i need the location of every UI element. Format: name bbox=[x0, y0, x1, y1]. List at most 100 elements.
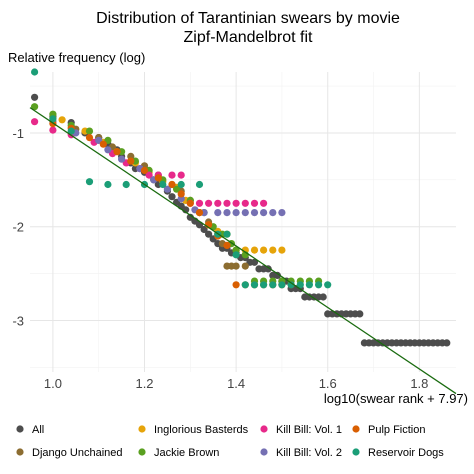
data-point bbox=[250, 209, 259, 217]
series-all bbox=[30, 93, 451, 347]
legend-swatch bbox=[352, 448, 360, 456]
legend-item-django-unchained: Django Unchained bbox=[16, 447, 123, 459]
data-point bbox=[205, 199, 213, 207]
legend-label: Django Unchained bbox=[32, 447, 123, 459]
data-point bbox=[177, 171, 185, 179]
data-point bbox=[145, 171, 153, 179]
data-point bbox=[168, 171, 176, 179]
legend-item-reservoir-dogs: Reservoir Dogs bbox=[352, 447, 444, 459]
data-point bbox=[260, 209, 268, 217]
data-point bbox=[30, 93, 39, 101]
data-point bbox=[250, 199, 259, 207]
legend-item-pulp-fiction: Pulp Fiction bbox=[352, 424, 425, 436]
data-point bbox=[159, 180, 167, 189]
zipf-mandelbrot-fit-line bbox=[29, 107, 457, 395]
y-tick-label: -2 bbox=[12, 220, 24, 235]
data-point bbox=[113, 148, 121, 156]
data-point bbox=[269, 209, 277, 217]
chart-title: Distribution of Tarantinian swears by mo… bbox=[96, 10, 400, 27]
x-tick-label: 1.6 bbox=[319, 376, 337, 391]
data-point bbox=[260, 246, 268, 254]
legend-swatch bbox=[260, 425, 268, 433]
data-point bbox=[154, 174, 162, 182]
data-point bbox=[241, 262, 249, 270]
data-point bbox=[49, 115, 57, 123]
y-axis-label: Relative frequency (log) bbox=[8, 50, 145, 65]
data-point bbox=[278, 246, 286, 254]
data-point bbox=[58, 116, 66, 124]
data-point bbox=[278, 209, 286, 217]
data-point bbox=[168, 180, 176, 189]
legend-label: Jackie Brown bbox=[154, 447, 219, 459]
legend-swatch bbox=[16, 425, 24, 433]
data-point bbox=[296, 281, 304, 289]
data-point bbox=[30, 68, 39, 76]
chart-subtitle: Zipf-Mandelbrot fit bbox=[184, 29, 313, 46]
data-point bbox=[85, 134, 94, 142]
data-point bbox=[168, 193, 176, 201]
data-point bbox=[205, 230, 213, 238]
data-point bbox=[127, 157, 135, 165]
data-point bbox=[30, 118, 39, 126]
legend-swatch bbox=[16, 448, 24, 456]
legend-label: All bbox=[32, 424, 44, 436]
y-tick-label: -3 bbox=[12, 313, 24, 328]
data-point bbox=[250, 258, 259, 266]
data-point bbox=[324, 281, 332, 289]
legend-item-all: All bbox=[16, 424, 44, 436]
x-tick-label: 1.0 bbox=[44, 376, 62, 391]
tick-labels: 1.0 1.2 1.4 1.6 1.8 -1 -2 -3 bbox=[12, 126, 428, 391]
data-point bbox=[241, 199, 249, 207]
data-point bbox=[195, 180, 204, 189]
legend-label: Kill Bill: Vol. 1 bbox=[276, 424, 342, 436]
data-point bbox=[260, 199, 268, 207]
legend: All Django Unchained Inglorious Basterds Ja… bbox=[16, 424, 444, 459]
data-point bbox=[315, 281, 323, 289]
data-point bbox=[104, 180, 112, 189]
data-point bbox=[85, 178, 94, 186]
legend-label: Kill Bill: Vol. 2 bbox=[276, 447, 342, 459]
data-point bbox=[195, 209, 204, 217]
legend-swatch bbox=[138, 425, 146, 433]
data-point bbox=[305, 281, 313, 289]
points-layer bbox=[30, 68, 451, 347]
data-point bbox=[232, 281, 240, 289]
data-point bbox=[223, 199, 231, 207]
data-point bbox=[177, 190, 185, 198]
data-point bbox=[241, 281, 249, 289]
data-point bbox=[140, 166, 149, 174]
data-point bbox=[49, 126, 57, 134]
data-point bbox=[264, 265, 272, 273]
data-point bbox=[278, 281, 286, 289]
legend-label: Pulp Fiction bbox=[368, 424, 425, 436]
x-axis-label: log10(swear rank + 7.97) bbox=[324, 391, 468, 406]
data-point bbox=[200, 225, 208, 234]
data-point bbox=[356, 310, 364, 318]
data-point bbox=[122, 180, 130, 189]
data-point bbox=[104, 146, 112, 154]
data-point bbox=[232, 199, 240, 207]
data-point bbox=[250, 281, 259, 289]
legend-item-kill-bill-vol-1: Kill Bill: Vol. 1 bbox=[260, 424, 342, 436]
legend-item-inglorious-basterds: Inglorious Basterds bbox=[138, 424, 249, 436]
data-point bbox=[260, 281, 268, 289]
legend-swatch bbox=[352, 425, 360, 433]
data-point bbox=[319, 293, 327, 301]
data-point bbox=[269, 281, 277, 289]
data-point bbox=[232, 209, 240, 217]
data-point bbox=[273, 271, 281, 279]
data-point bbox=[118, 155, 126, 163]
x-tick-label: 1.4 bbox=[227, 376, 245, 391]
data-point bbox=[163, 185, 171, 193]
data-point bbox=[250, 246, 259, 254]
legend-swatch bbox=[138, 448, 146, 456]
data-point bbox=[30, 103, 39, 111]
data-point bbox=[173, 185, 181, 193]
data-point bbox=[186, 199, 194, 207]
x-tick-label: 1.8 bbox=[410, 376, 428, 391]
data-point bbox=[232, 262, 240, 270]
data-point bbox=[223, 209, 231, 217]
data-point bbox=[214, 199, 222, 207]
legend-label: Reservoir Dogs bbox=[368, 447, 444, 459]
